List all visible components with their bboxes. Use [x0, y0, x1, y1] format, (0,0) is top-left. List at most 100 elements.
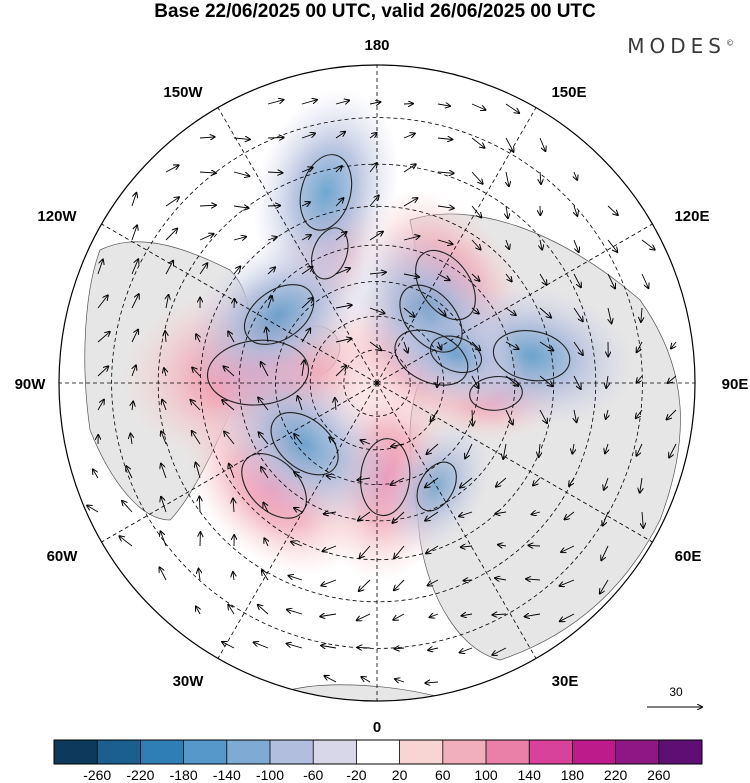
wind-arrow [162, 400, 166, 411]
wind-arrow [301, 328, 310, 343]
wind-arrow [403, 274, 419, 277]
wind-arrow [437, 307, 446, 316]
wind-arrow [574, 171, 577, 180]
wind-arrow [119, 536, 133, 547]
wind-arrow [335, 366, 346, 377]
colorbar-tick-label: 100 [474, 767, 498, 783]
anomaly-contour [416, 461, 457, 512]
wind-arrow [539, 375, 552, 386]
wind-arrow [369, 272, 386, 274]
wind-arrow [323, 545, 337, 551]
wind-arrow [97, 295, 108, 309]
wind-arrow [641, 239, 655, 250]
wind-arrow [641, 307, 642, 322]
wind-arrow [165, 197, 179, 207]
wind-arrow [667, 409, 677, 419]
wind-arrow [165, 165, 179, 173]
wind-arrow [165, 261, 173, 275]
wind-arrow [505, 409, 513, 424]
wind-arrow [607, 239, 617, 252]
wind-arrow [301, 100, 317, 105]
wind-arrow [324, 676, 337, 683]
wind-arrow [97, 366, 108, 377]
wind-arrow [199, 137, 215, 138]
wind-arrow [394, 579, 405, 590]
wind-arrow [607, 273, 615, 288]
wind-arrow [267, 267, 275, 275]
colorbar-swatch [529, 740, 573, 764]
colorbar-tick-label: 180 [561, 767, 585, 783]
colorbar-swatch [183, 740, 228, 764]
wind-arrow [395, 679, 405, 682]
wind-arrow [258, 605, 269, 615]
wind-arrow [606, 375, 608, 388]
colorbar-tick-label: -180 [170, 767, 198, 783]
colorbar-tick-label: 60 [435, 767, 451, 783]
wind-arrow [161, 464, 167, 479]
anomaly-contour [270, 412, 339, 476]
wind-arrow [427, 443, 439, 454]
wind-arrow [393, 613, 405, 620]
lon-label-120e: 120E [674, 208, 709, 225]
wind-arrow [196, 607, 200, 615]
wind-arrow [403, 133, 415, 139]
wind-arrow [471, 307, 479, 314]
wind-arrow [437, 138, 452, 140]
wind-arrow [637, 375, 643, 383]
wind-arrow [93, 470, 99, 479]
wind-arrow [561, 545, 575, 552]
wind-arrow [669, 443, 677, 458]
wind-arrow [403, 164, 416, 173]
wind-arrow [460, 647, 473, 653]
wind-arrow [437, 172, 454, 173]
wind-arrow [391, 444, 405, 447]
wind-arrow [222, 400, 235, 411]
wind-arrow [573, 239, 579, 252]
colorbar-swatch [226, 740, 271, 764]
wind-arrow [233, 138, 250, 139]
wind-arrow [361, 440, 371, 444]
wind-arrow [301, 235, 311, 241]
wind-arrow [228, 332, 235, 343]
wind-arrow [471, 273, 480, 281]
wind-arrow [122, 501, 133, 513]
wind-arrow [298, 396, 303, 411]
wind-arrow [465, 443, 473, 458]
colorbar-swatch [270, 740, 314, 764]
wind-arrow [573, 375, 581, 389]
wind-arrow [640, 477, 642, 493]
wind-arrow [394, 545, 405, 558]
colorbar-swatch [572, 740, 617, 764]
wind-arrow [320, 614, 337, 617]
wind-arrow [505, 341, 519, 349]
colorbar-tick-label: -260 [83, 767, 111, 783]
wind-arrow [131, 193, 136, 207]
wind-arrow [471, 171, 483, 184]
wind-arrow [506, 171, 509, 186]
lon-label-150w: 150W [163, 84, 203, 101]
wind-arrow [258, 398, 269, 411]
wind-arrow [471, 239, 481, 250]
wind-arrow [294, 508, 303, 512]
wind-arrow [495, 512, 507, 514]
wind-arrow [495, 578, 507, 580]
wind-arrow [404, 341, 408, 353]
wind-arrow [301, 298, 313, 309]
lon-label-90e: 90E [722, 376, 749, 393]
wind-arrow [605, 443, 608, 453]
wind-arrow [287, 610, 303, 615]
wind-arrow [329, 437, 337, 445]
wind-arrow [462, 614, 473, 616]
latitude-circle [111, 117, 643, 649]
wind-arrow [438, 341, 441, 350]
wind-arrow [560, 613, 575, 621]
wind-arrow [369, 102, 380, 104]
wind-arrow [641, 273, 648, 288]
wind-arrow [369, 133, 377, 139]
wind-arrow [87, 506, 99, 513]
wind-arrow [540, 171, 541, 184]
wind-arrow [199, 234, 214, 241]
colorbar-swatch [442, 740, 487, 764]
wind-arrow [131, 225, 137, 241]
